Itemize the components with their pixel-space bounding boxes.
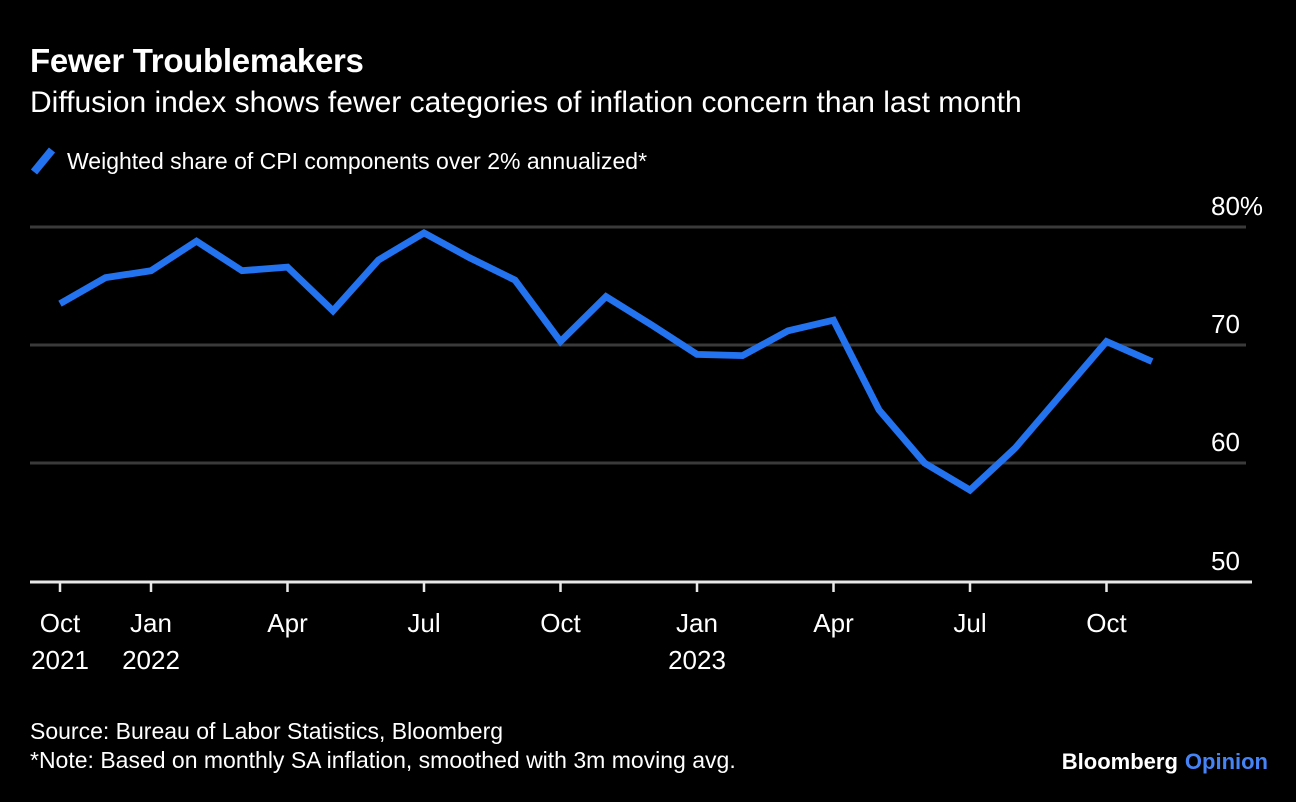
bloomberg-logo: Bloomberg Opinion <box>1062 749 1268 775</box>
source-text: Source: Bureau of Labor Statistics, Bloo… <box>30 718 504 744</box>
footnote-text: *Note: Based on monthly SA inflation, sm… <box>30 747 736 773</box>
y-axis-label: 50 <box>1211 546 1240 576</box>
chart-subtitle: Diffusion index shows fewer categories o… <box>30 86 1022 119</box>
x-axis-label: Oct <box>40 608 81 638</box>
y-axis-label: 70 <box>1211 309 1240 339</box>
x-axis-label: Jul <box>953 608 986 638</box>
y-axis-label: 60 <box>1211 427 1240 457</box>
x-axis-label: Jul <box>407 608 440 638</box>
x-axis-label: Jan <box>676 608 718 638</box>
x-axis-year-label: 2023 <box>668 645 726 675</box>
x-axis-label: Oct <box>1086 608 1127 638</box>
bloomberg-wordmark: Bloomberg <box>1061 749 1178 774</box>
x-axis-label: Apr <box>267 608 308 638</box>
chart-legend: Weighted share of CPI components over 2%… <box>30 146 647 176</box>
x-axis-label: Jan <box>130 608 172 638</box>
legend-label: Weighted share of CPI components over 2%… <box>67 147 648 174</box>
x-axis-label: Apr <box>813 608 854 638</box>
x-axis-year-label: 2021 <box>31 645 89 675</box>
y-axis-label: 80% <box>1211 191 1263 221</box>
line-swatch-icon <box>30 147 56 175</box>
x-axis-label: Oct <box>540 608 581 638</box>
opinion-wordmark: Opinion <box>1184 749 1268 774</box>
series-line <box>58 228 1154 495</box>
x-axis-year-label: 2022 <box>122 645 180 675</box>
chart-title: Fewer Troublemakers <box>30 42 364 79</box>
